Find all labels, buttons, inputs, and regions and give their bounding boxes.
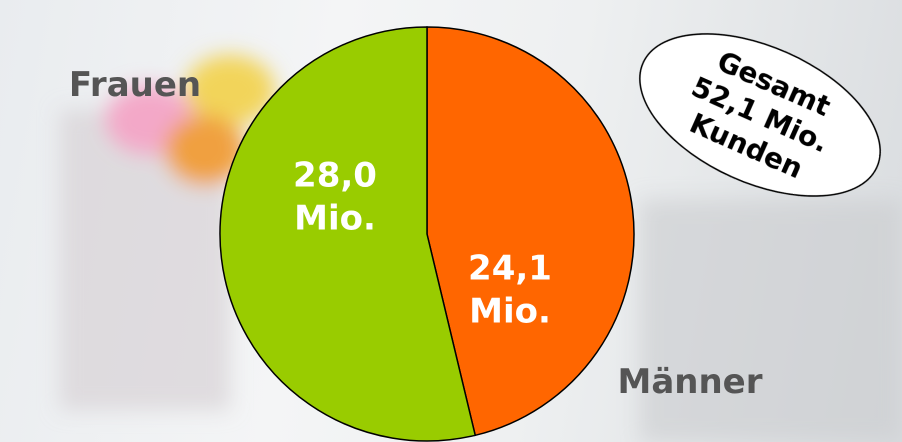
value-label: 28,0 Mio. <box>275 155 395 240</box>
chart: Gesamt52,1 Mio.Kunden 24,1 Mio. Männer 28,… <box>0 0 902 442</box>
category-label: Frauen <box>69 64 201 107</box>
category-label: Männer <box>617 361 762 404</box>
value-label: 24,1 Mio. <box>450 248 570 333</box>
